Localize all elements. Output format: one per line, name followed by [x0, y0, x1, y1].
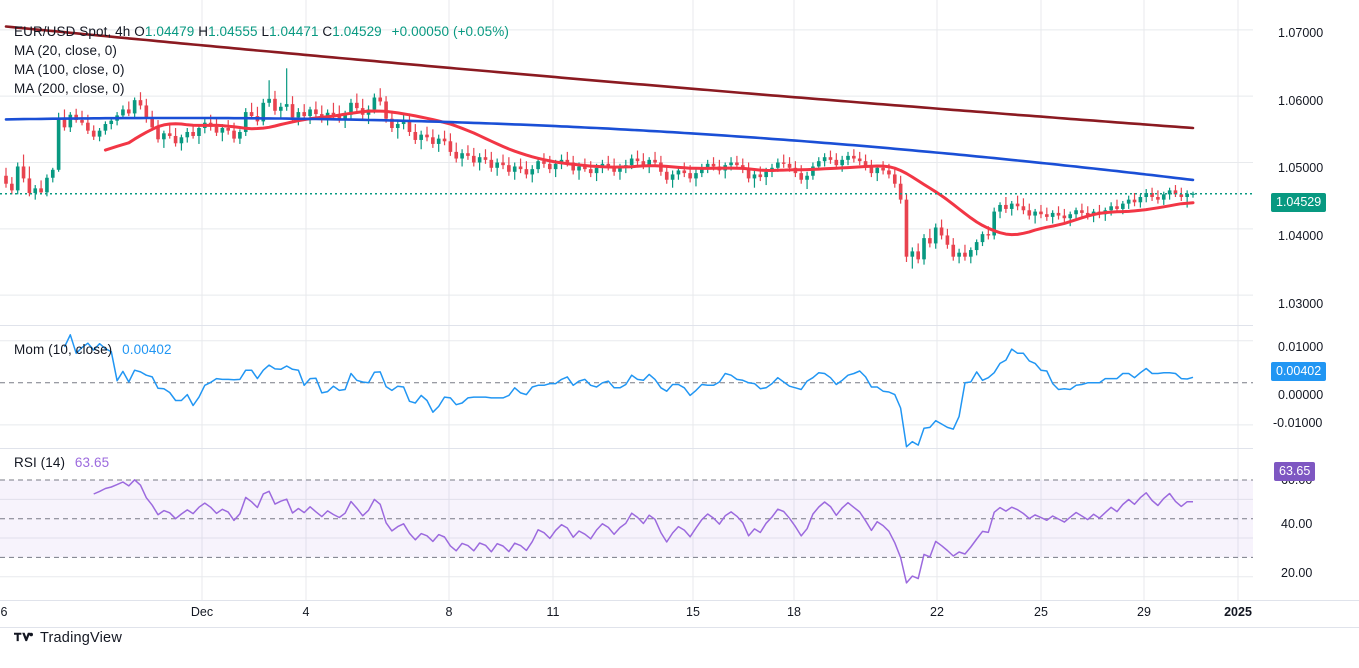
price-tick-3: 1.04000 — [1278, 229, 1324, 243]
momentum-label: Mom (10, close) — [14, 342, 113, 357]
symbol-legend[interactable]: EUR/USD Spot, 4h O1.04479 H1.04555 L1.04… — [14, 24, 509, 39]
time-tick-6: 18 — [787, 605, 801, 619]
time-axis-bottom-divider — [0, 627, 1359, 628]
rsi-tick-2: 20.00 — [1281, 566, 1313, 580]
price-tick-2: 1.05000 — [1278, 161, 1324, 175]
price-plot — [0, 0, 1253, 325]
rsi-legend[interactable]: RSI (14) 63.65 — [14, 455, 109, 470]
ohlc-change: +0.00050 (+0.05%) — [391, 24, 509, 39]
ma20-legend[interactable]: MA (20, close, 0) — [14, 43, 117, 58]
time-tick-7: 22 — [930, 605, 944, 619]
rsi-tick-1: 40.00 — [1281, 517, 1313, 531]
time-tick-10: 2025 — [1224, 605, 1252, 619]
time-tick-3: 8 — [445, 605, 453, 619]
ohlc-l-prefix: L — [261, 24, 270, 39]
rsi-value: 63.65 — [74, 455, 110, 470]
symbol-title: EUR/USD Spot, 4h — [14, 24, 131, 39]
pane-divider-rsi — [0, 448, 1359, 449]
price-tick-1: 1.06000 — [1278, 94, 1324, 108]
tradingview-logo-icon — [14, 632, 33, 641]
time-axis[interactable]: 6 Dec 4 8 11 15 18 22 25 29 2025 — [0, 601, 1359, 627]
price-pane[interactable] — [0, 0, 1253, 600]
ohlc-close: 1.04529 — [332, 24, 382, 39]
rsi-value-tag: 63.65 — [1274, 462, 1316, 481]
price-tick-4: 1.03000 — [1278, 297, 1324, 311]
price-axis[interactable]: 1.07000 1.06000 1.05000 1.04000 1.03000 … — [1253, 0, 1359, 600]
ma200-legend[interactable]: MA (200, close, 0) — [14, 81, 125, 96]
price-tick-0: 1.07000 — [1278, 26, 1324, 40]
ohlc-h-prefix: H — [198, 24, 209, 39]
rsi-plot — [0, 449, 1253, 600]
momentum-pane[interactable] — [0, 326, 1253, 448]
momentum-plot — [0, 326, 1253, 448]
current-price-tag: 1.04529 — [1271, 193, 1327, 212]
time-tick-8: 25 — [1034, 605, 1048, 619]
momentum-legend[interactable]: Mom (10, close) 0.00402 — [14, 342, 172, 357]
time-axis-divider — [0, 600, 1359, 601]
rsi-label: RSI (14) — [14, 455, 66, 470]
momentum-value-tag: 0.00402 — [1271, 362, 1327, 381]
momentum-tick-1: 0.00000 — [1278, 388, 1324, 402]
time-tick-0: 6 — [0, 605, 8, 619]
momentum-value: 0.00402 — [122, 342, 172, 357]
momentum-tick-2: -0.01000 — [1273, 416, 1323, 430]
ma100-legend[interactable]: MA (100, close, 0) — [14, 62, 125, 77]
momentum-tick-0: 0.01000 — [1278, 340, 1324, 354]
ohlc-low: 1.04471 — [269, 24, 319, 39]
time-tick-9: 29 — [1137, 605, 1151, 619]
tradingview-brand-label: TradingView — [40, 630, 122, 646]
ohlc-o-prefix: O — [134, 24, 145, 39]
time-tick-1: Dec — [190, 605, 214, 619]
time-tick-5: 15 — [686, 605, 700, 619]
rsi-pane[interactable] — [0, 449, 1253, 600]
pane-divider-momentum — [0, 325, 1359, 326]
ohlc-open: 1.04479 — [144, 24, 195, 39]
ohlc-c-prefix: C — [322, 24, 333, 39]
ohlc-high: 1.04555 — [208, 24, 258, 39]
time-tick-2: 4 — [302, 605, 310, 619]
time-tick-4: 11 — [546, 605, 560, 619]
tradingview-branding[interactable]: TradingView — [14, 630, 122, 646]
